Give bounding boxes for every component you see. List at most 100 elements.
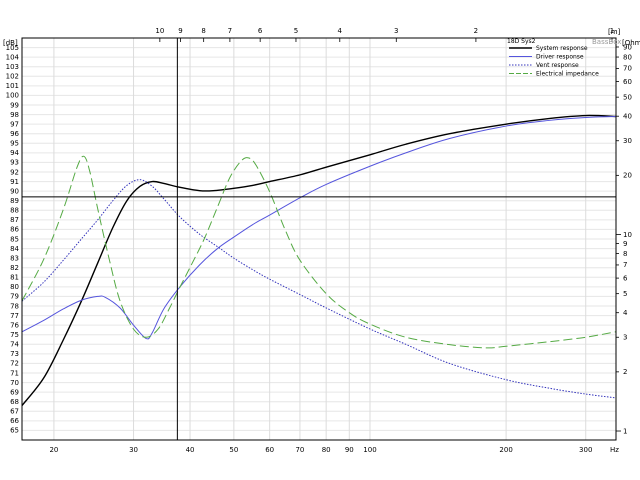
y-tick-label: 69 xyxy=(10,388,19,396)
y2-tick-label: 20 xyxy=(623,172,632,180)
y-tick-label: 83 xyxy=(10,254,19,262)
y2-tick-label: 8 xyxy=(623,250,627,258)
y2-tick-label: 90 xyxy=(623,43,632,51)
y-tick-label: 98 xyxy=(10,111,19,119)
legend: 18D Sys2 BassBox System response Driver r… xyxy=(507,38,621,78)
electrical-impedance-line xyxy=(22,155,616,349)
legend-entry-label: Vent response xyxy=(536,62,579,69)
top-tick-label: 7 xyxy=(228,27,232,35)
x-tick-label: 300 xyxy=(579,446,592,454)
y-tick-label: 74 xyxy=(10,341,19,349)
y-tick-label: 84 xyxy=(10,245,19,253)
y-tick-label: 102 xyxy=(6,73,19,81)
y-axis-unit-label: [dB] xyxy=(3,39,18,47)
watermark: BassBox xyxy=(592,38,621,46)
y2-tick-label: 6 xyxy=(623,274,628,282)
y-tick-label: 73 xyxy=(10,350,19,358)
y-tick-label: 80 xyxy=(10,283,19,291)
y-tick-label: 88 xyxy=(10,207,19,215)
top-axis-unit-label: [m] xyxy=(608,28,621,36)
top-tick-label: 2 xyxy=(474,27,478,35)
legend-entry-label: Electrical impedance xyxy=(536,71,599,78)
y2-tick-label: 3 xyxy=(623,334,627,342)
y-tick-label: 89 xyxy=(10,197,19,205)
y2-tick-label: 5 xyxy=(623,290,627,298)
y-tick-label: 96 xyxy=(10,130,19,138)
top-tick-label: 4 xyxy=(338,27,343,35)
y-tick-label: 66 xyxy=(10,417,19,425)
y-tick-label: 65 xyxy=(10,427,19,435)
top-tick-label: 1 xyxy=(610,27,614,35)
vent-response-line xyxy=(22,179,616,399)
y-tick-label: 81 xyxy=(10,274,19,282)
y-tick-label: 70 xyxy=(10,379,19,387)
y2-tick-label: 10 xyxy=(623,231,632,239)
top-tick-label: 10 xyxy=(155,27,164,35)
y-tick-label: 90 xyxy=(10,187,19,195)
legend-entry-label: Driver response xyxy=(536,54,584,61)
top-tick-label: 9 xyxy=(178,27,182,35)
plot-frame xyxy=(21,37,617,441)
cursor[interactable] xyxy=(22,38,616,440)
y2-tick-label: 60 xyxy=(623,78,632,86)
x-tick-label: 50 xyxy=(229,446,238,454)
top-tick-label: 3 xyxy=(394,27,398,35)
y-tick-label: 94 xyxy=(10,149,19,157)
x-axis-unit-label: Hz xyxy=(610,446,619,454)
y2-tick-label: 40 xyxy=(623,112,632,120)
y2-tick-label: 1 xyxy=(623,427,627,435)
axes-labels: [dB] [Ohm] Hz [m] 6566676869707172737475… xyxy=(3,27,640,454)
x-tick-label: 20 xyxy=(49,446,58,454)
top-tick-label: 5 xyxy=(294,27,298,35)
y-tick-label: 76 xyxy=(10,321,19,329)
y-tick-label: 79 xyxy=(10,293,19,301)
x-tick-label: 30 xyxy=(129,446,138,454)
y2-axis-unit-label: [Ohm] xyxy=(622,39,640,47)
x-tick-label: 70 xyxy=(295,446,304,454)
y2-tick-label: 9 xyxy=(623,240,627,248)
y2-tick-label: 7 xyxy=(623,261,627,269)
y-tick-label: 78 xyxy=(10,302,19,310)
legend-entry-label: System response xyxy=(536,45,588,52)
y2-tick-label: 70 xyxy=(623,65,632,73)
x-tick-label: 100 xyxy=(363,446,376,454)
y-tick-label: 93 xyxy=(10,159,19,167)
y-tick-label: 67 xyxy=(10,408,19,416)
y2-tick-label: 50 xyxy=(623,93,632,101)
series-layer xyxy=(22,114,616,406)
y-tick-label: 105 xyxy=(6,44,19,52)
x-tick-label: 200 xyxy=(499,446,512,454)
y-tick-label: 72 xyxy=(10,360,19,368)
y-tick-label: 95 xyxy=(10,140,19,148)
y-tick-label: 85 xyxy=(10,235,19,243)
driver-response-line xyxy=(22,115,616,340)
y2-tick-label: 80 xyxy=(623,53,632,61)
legend-title: 18D Sys2 xyxy=(507,38,536,45)
system-response-line xyxy=(22,114,616,406)
top-tick-label: 6 xyxy=(258,27,263,35)
y2-tick-label: 2 xyxy=(623,368,627,376)
x-tick-label: 90 xyxy=(345,446,354,454)
y2-tick-label: 4 xyxy=(623,309,628,317)
y-tick-label: 99 xyxy=(10,101,19,109)
grid xyxy=(22,38,616,440)
y2-tick-label: 30 xyxy=(623,137,632,145)
top-tick-label: 8 xyxy=(201,27,205,35)
y-tick-label: 71 xyxy=(10,369,19,377)
y-tick-label: 97 xyxy=(10,120,19,128)
x-tick-label: 80 xyxy=(322,446,331,454)
x-tick-label: 40 xyxy=(186,446,195,454)
y-tick-label: 75 xyxy=(10,331,19,339)
y-tick-label: 92 xyxy=(10,168,19,176)
x-tick-label: 60 xyxy=(265,446,274,454)
y-tick-label: 87 xyxy=(10,216,19,224)
y-tick-label: 77 xyxy=(10,312,19,320)
y-tick-label: 103 xyxy=(6,63,19,71)
y-tick-label: 104 xyxy=(6,53,20,61)
y-tick-label: 100 xyxy=(6,92,19,100)
y-tick-label: 82 xyxy=(10,264,19,272)
y-tick-label: 68 xyxy=(10,398,19,406)
y-tick-label: 101 xyxy=(6,82,19,90)
y-tick-label: 86 xyxy=(10,226,19,234)
